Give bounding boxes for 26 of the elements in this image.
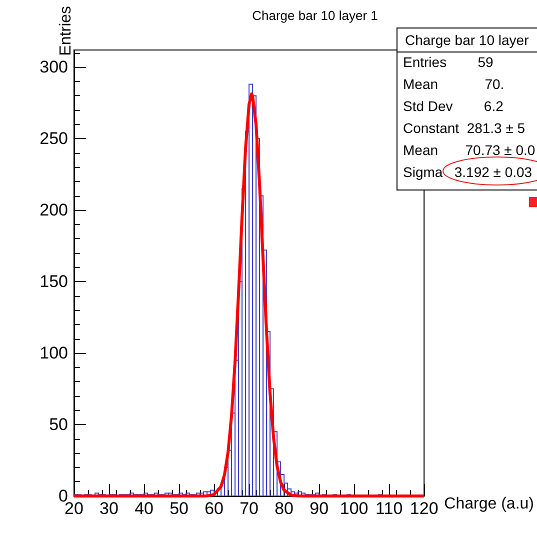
annotation: Entries 59	[403, 54, 494, 70]
x-tick-label: 120	[410, 499, 438, 518]
x-tick-label: 40	[134, 499, 154, 518]
annotation: Constant 281.3 ± 5	[403, 120, 526, 136]
chart-title: Charge bar 10 layer 1	[252, 8, 378, 23]
y-tick-label: 300	[40, 58, 68, 77]
annotation: Std Dev 6.2	[403, 98, 504, 114]
x-tick-label: 100	[340, 499, 368, 518]
y-tick-label: 100	[40, 344, 68, 363]
x-tick-label: 70	[240, 499, 259, 518]
y-tick-label: 200	[40, 200, 68, 220]
annotation: Mean 70.	[403, 76, 504, 92]
x-tick-label: 110	[376, 499, 403, 518]
x-tick-label: 80	[274, 499, 294, 518]
y-tick-label: 150	[40, 272, 68, 292]
y-tick-label: 250	[40, 129, 68, 148]
text: Charge bar 10 layer	[405, 32, 530, 48]
y-tick-label: 50	[49, 415, 68, 434]
y-axis-title: Entries	[58, 6, 74, 56]
x-tick-label: 50	[170, 499, 188, 518]
annotation: Mean 70.73 ± 0.0	[403, 142, 536, 158]
annotation: Sigma 3.192 ± 0.03	[403, 164, 532, 180]
x-tick-label: 60	[204, 499, 224, 518]
x-axis-title: Charge (a.u)	[444, 496, 534, 512]
x-tick-label: 90	[310, 499, 329, 518]
x-tick-label: 30	[100, 499, 118, 518]
